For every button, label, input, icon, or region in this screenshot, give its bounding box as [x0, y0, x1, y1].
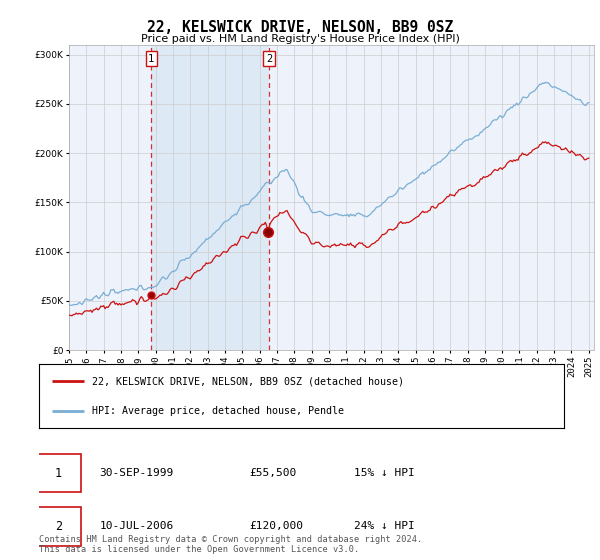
Text: 30-SEP-1999: 30-SEP-1999 — [100, 468, 173, 478]
Text: £120,000: £120,000 — [249, 521, 303, 531]
Text: 22, KELSWICK DRIVE, NELSON, BB9 0SZ: 22, KELSWICK DRIVE, NELSON, BB9 0SZ — [147, 20, 453, 35]
Text: 1: 1 — [148, 54, 154, 64]
FancyBboxPatch shape — [37, 507, 81, 545]
Text: £55,500: £55,500 — [249, 468, 296, 478]
Text: 1: 1 — [55, 466, 62, 480]
Bar — [151, 45, 269, 350]
FancyBboxPatch shape — [37, 454, 81, 492]
Text: 10-JUL-2006: 10-JUL-2006 — [100, 521, 173, 531]
Text: HPI: Average price, detached house, Pendle: HPI: Average price, detached house, Pend… — [91, 406, 343, 416]
Text: Contains HM Land Registry data © Crown copyright and database right 2024.
This d: Contains HM Land Registry data © Crown c… — [39, 535, 422, 554]
Text: 2: 2 — [55, 520, 62, 533]
Text: 22, KELSWICK DRIVE, NELSON, BB9 0SZ (detached house): 22, KELSWICK DRIVE, NELSON, BB9 0SZ (det… — [91, 376, 404, 386]
Text: 2: 2 — [266, 54, 272, 64]
Text: 24% ↓ HPI: 24% ↓ HPI — [354, 521, 415, 531]
Text: Price paid vs. HM Land Registry's House Price Index (HPI): Price paid vs. HM Land Registry's House … — [140, 34, 460, 44]
Text: 15% ↓ HPI: 15% ↓ HPI — [354, 468, 415, 478]
